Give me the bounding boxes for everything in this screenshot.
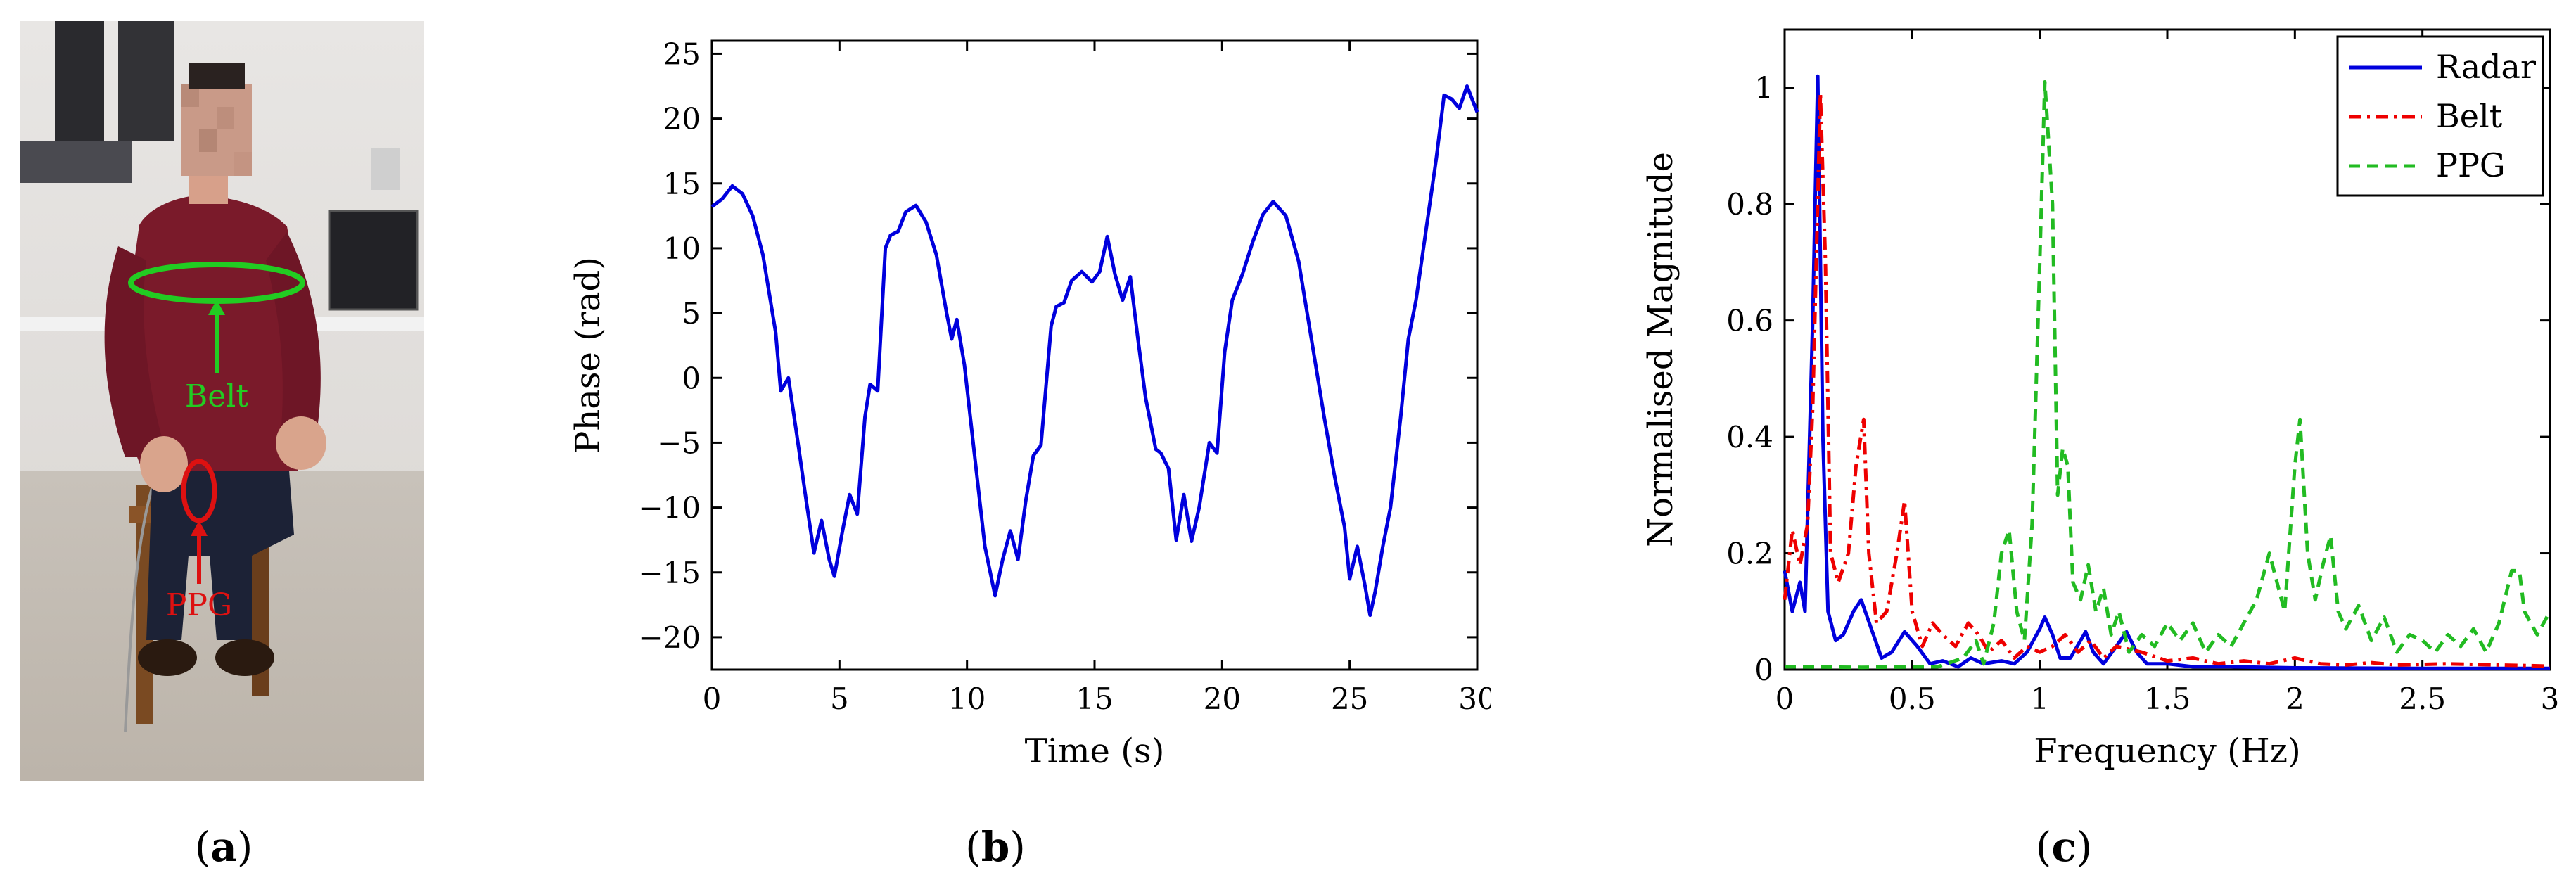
phase-chart: 0 5 10 15 20 25 30 −20 −15 −10 −5 0 5 10 15 20 25 Time (s…: [549, 14, 1496, 802]
belt-label: Belt: [185, 378, 248, 414]
spectrum-x-tick-label: 1: [2030, 682, 2049, 716]
panel-label-b: (b): [965, 823, 1026, 871]
phase-x-tick-label: 0: [703, 682, 722, 716]
spectrum-x-axis-label: Frequency (Hz): [2034, 732, 2300, 771]
phase-y-tick-label: −10: [638, 491, 701, 525]
spectrum-legend-label-ppg: PPG: [2436, 146, 2506, 184]
phase-x-tick-label: 30: [1458, 682, 1491, 716]
phase-y-tick-label: 5: [682, 296, 701, 331]
phase-y-tick-label: −15: [638, 556, 701, 590]
spectrum-chart-svg: 0 0.5 1 1.5 2 2.5 3 0 0.2 0.4 0.6 0.8 1 Frequency (Hz…: [1641, 28, 2560, 771]
spectrum-x-tick-label: 2: [2285, 682, 2304, 716]
spectrum-x-tick-label: 2.5: [2399, 682, 2446, 716]
spectrum-y-tick-label: 0.2: [1726, 537, 1773, 571]
phase-y-tick-label: −20: [638, 620, 701, 655]
spectrum-series-line-belt: [1783, 91, 2551, 668]
spectrum-chart: 0 0.5 1 1.5 2 2.5 3 0 0.2 0.4 0.6 0.8 1 Frequency (Hz…: [1611, 14, 2561, 802]
subject-photo-illustration: Belt PPG: [20, 21, 424, 781]
spectrum-x-tick-label: 0.5: [1889, 682, 1936, 716]
phase-x-tick-label: 15: [1076, 682, 1113, 716]
spectrum-x-tick-label: 0: [1775, 682, 1794, 716]
phase-x-tick-label: 25: [1331, 682, 1368, 716]
phase-y-tick-label: 15: [663, 167, 701, 201]
spectrum-series-line-ppg: [1784, 80, 2552, 670]
spectrum-legend-label-radar: Radar: [2436, 48, 2536, 86]
ppg-label: PPG: [166, 587, 232, 623]
spectrum-y-tick-label: 0.8: [1726, 187, 1773, 222]
spectrum-y-axis-label: Normalised Magnitude: [1641, 152, 1681, 547]
phase-x-tick-label: 10: [948, 682, 986, 716]
phase-y-tick-label: 10: [663, 231, 701, 266]
phase-y-tick-label: 0: [682, 361, 701, 395]
panel-label-c: (c): [2035, 823, 2093, 871]
phase-series-line-0: [710, 84, 1479, 618]
phase-x-tick-label: 20: [1204, 682, 1241, 716]
phase-y-tick-label: 20: [663, 102, 701, 136]
spectrum-y-tick-label: 0.4: [1726, 420, 1773, 454]
panel-label-a: (a): [194, 823, 253, 871]
phase-chart-svg: 0 5 10 15 20 25 30 −20 −15 −10 −5 0 5 10 15 20 25 Time (s…: [568, 37, 1496, 771]
subject-photo: Belt PPG: [20, 21, 424, 781]
spectrum-legend-label-belt: Belt: [2436, 97, 2503, 135]
phase-y-axis-label: Phase (rad): [568, 257, 608, 454]
spectrum-y-tick-label: 0: [1754, 653, 1773, 687]
spectrum-legend: [2336, 35, 2544, 197]
phase-x-axis-label: Time (s): [1025, 732, 1165, 771]
spectrum-y-tick-label: 1: [1754, 71, 1773, 106]
spectrum-x-tick-label: 1.5: [2144, 682, 2191, 716]
spectrum-x-tick-label: 3: [2541, 682, 2560, 716]
phase-y-tick-label: −5: [657, 426, 701, 460]
spectrum-y-tick-label: 0.6: [1726, 304, 1773, 338]
phase-x-tick-label: 5: [830, 682, 849, 716]
phase-y-tick-label: 25: [663, 37, 701, 71]
